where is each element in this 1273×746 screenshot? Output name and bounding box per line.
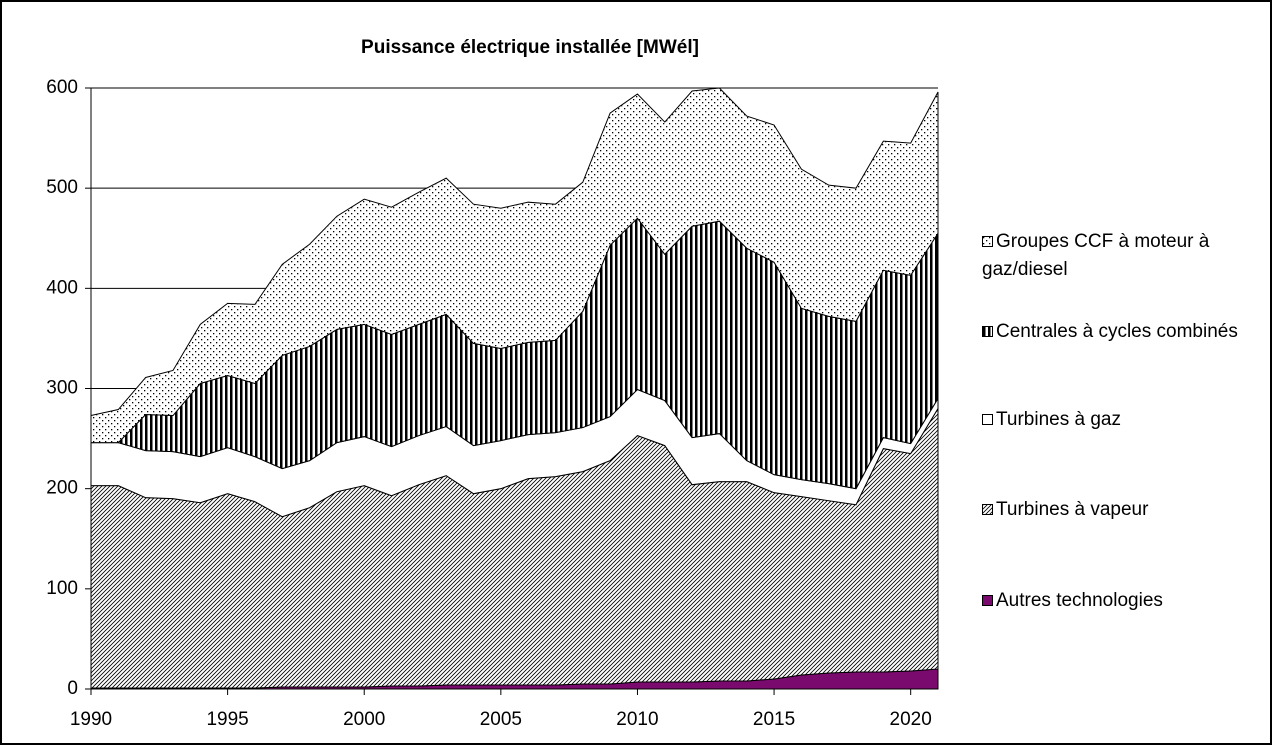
y-tick-label: 100 (46, 578, 78, 599)
legend-label: Turbines à gaz (996, 409, 1121, 430)
x-tick-label: 1995 (206, 709, 248, 730)
legend-label: Groupes CCF à moteur à gaz/diesel (982, 231, 1210, 280)
legend-swatch (982, 595, 993, 606)
legend-label: Centrales à cycles combinés (996, 321, 1238, 342)
legend-label: Turbines à vapeur (996, 499, 1149, 520)
x-tick-label: 2015 (753, 709, 795, 730)
y-tick-label: 300 (46, 378, 78, 399)
y-tick-label: 0 (67, 678, 78, 699)
legend-swatch (982, 504, 993, 515)
legend-item: Turbines à gaz (982, 406, 1267, 434)
legend-item: Groupes CCF à moteur à gaz/diesel (982, 228, 1267, 284)
x-tick-label: 2005 (480, 709, 522, 730)
legend-label: Autres technologies (996, 590, 1163, 611)
y-tick-label: 200 (46, 478, 78, 499)
legend-item: Autres technologies (982, 587, 1267, 615)
legend-swatch (982, 326, 993, 337)
x-tick-label: 2000 (343, 709, 385, 730)
y-tick-label: 400 (46, 277, 78, 298)
chart-title: Puissance électrique installée [MWél] (361, 37, 699, 58)
x-tick-label: 2010 (616, 709, 658, 730)
x-tick-label: 2020 (890, 709, 932, 730)
legend-swatch (982, 236, 993, 247)
x-tick-label: 1990 (70, 709, 112, 730)
area (90, 87, 939, 444)
legend-item: Turbines à vapeur (982, 496, 1267, 524)
legend-item: Centrales à cycles combinés (982, 318, 1267, 346)
y-tick-label: 500 (46, 177, 78, 198)
legend-swatch (982, 414, 993, 425)
y-tick-label: 600 (46, 77, 78, 98)
